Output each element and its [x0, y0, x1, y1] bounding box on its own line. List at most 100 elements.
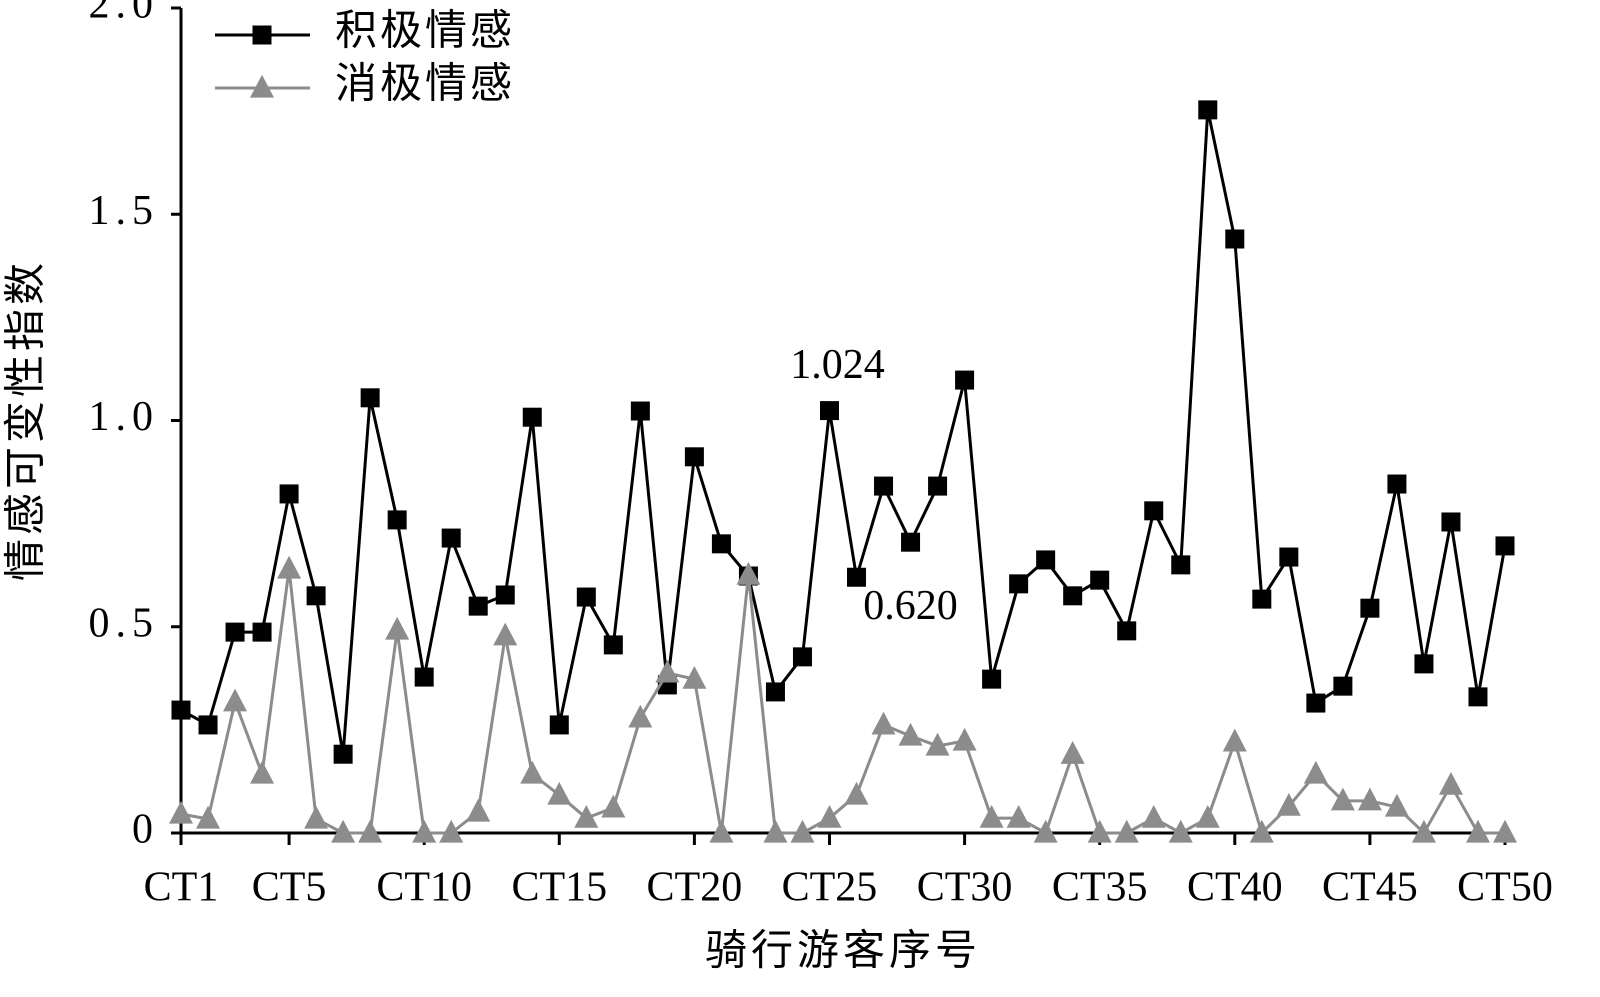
data-point: [684, 447, 704, 467]
data-point: [522, 407, 542, 427]
data-point: [736, 561, 761, 585]
data-point: [385, 616, 410, 640]
x-tick-label: CT25: [782, 865, 878, 911]
data-point: [711, 534, 731, 554]
x-tick-label: CT35: [1052, 865, 1148, 911]
data-point: [1306, 693, 1326, 713]
data-point: [1276, 792, 1301, 816]
y-tick-label: 2.0: [89, 0, 160, 28]
data-point: [1495, 536, 1515, 556]
data-point: [547, 781, 572, 805]
data-point: [331, 819, 356, 843]
data-point: [871, 711, 896, 735]
data-point: [466, 798, 491, 822]
data-point: [169, 800, 193, 824]
x-tick-label: CT1: [144, 865, 219, 911]
data-point: [1225, 229, 1245, 249]
data-point: [1195, 804, 1220, 828]
y-tick-label: 0: [132, 807, 159, 853]
data-point: [955, 370, 975, 390]
data-point: [1414, 654, 1434, 674]
data-point: [223, 688, 248, 712]
data-point: [1387, 474, 1407, 494]
data-point: [1171, 555, 1191, 575]
data-point: [333, 744, 353, 764]
data-point: [817, 804, 842, 828]
data-point: [574, 804, 599, 828]
data-point: [358, 819, 383, 843]
data-point: [874, 476, 894, 496]
data-point: [1468, 687, 1488, 707]
data-point: [628, 704, 653, 728]
data-point: [925, 732, 950, 756]
data-point: [1141, 804, 1166, 828]
data-point: [709, 819, 734, 843]
data-point: [1033, 819, 1058, 843]
legend-label: 消极情感: [335, 62, 515, 108]
data-point: [1009, 574, 1029, 594]
data-point: [1493, 819, 1517, 843]
x-axis-title: 骑行游客序号: [705, 928, 981, 975]
data-point: [763, 819, 788, 843]
data-point: [1252, 589, 1272, 609]
data-point: [1222, 728, 1247, 752]
x-tick-label: CT45: [1322, 865, 1418, 911]
x-tick-label: CT50: [1457, 865, 1553, 911]
data-point: [468, 596, 488, 616]
y-tick-label: 1.5: [89, 188, 160, 234]
data-point: [1060, 741, 1085, 764]
legend-label: 积极情感: [335, 9, 515, 55]
series-line: [180, 109, 1507, 755]
data-point: [520, 760, 545, 784]
data-point: [1465, 819, 1490, 843]
legend-marker: [252, 25, 272, 45]
data-point: [198, 715, 218, 735]
data-point: [1441, 512, 1461, 532]
data-point: [928, 476, 948, 496]
data-point: [1384, 793, 1409, 817]
y-tick-label: 0.5: [89, 600, 160, 646]
x-tick-label: CT30: [917, 865, 1013, 911]
data-point: [1249, 819, 1274, 843]
x-tick-label: CT10: [376, 865, 472, 911]
data-point: [1063, 586, 1083, 606]
data-point: [304, 805, 329, 829]
data-point: [901, 532, 921, 552]
data-point: [1090, 570, 1110, 590]
x-tick-label: CT15: [511, 865, 607, 911]
data-point: [225, 622, 245, 642]
data-point: [765, 682, 785, 702]
data-point: [792, 647, 812, 667]
data-point: [1198, 100, 1218, 120]
data-point: [847, 567, 867, 587]
data-point: [1144, 501, 1164, 521]
data-point: [414, 667, 434, 687]
data-point: [790, 819, 815, 843]
data-point: [655, 659, 680, 683]
data-point: [387, 510, 407, 530]
data-point: [601, 794, 626, 818]
data-point: [576, 587, 596, 607]
data-point: [493, 622, 518, 646]
data-point: [1333, 676, 1353, 696]
data-point: [1438, 771, 1463, 795]
data-point: [1411, 819, 1436, 843]
annotation: 1.024: [790, 342, 885, 388]
data-point: [252, 622, 272, 642]
data-point: [1360, 598, 1380, 618]
data-point: [630, 401, 650, 421]
data-point: [952, 727, 977, 751]
data-point: [603, 635, 623, 655]
data-point: [412, 819, 437, 843]
data-point: [844, 781, 869, 805]
data-point: [1303, 760, 1328, 784]
data-point: [439, 819, 464, 843]
data-point: [1114, 819, 1139, 843]
annotation: 0.620: [863, 583, 958, 629]
data-point: [279, 484, 299, 504]
data-point: [306, 586, 326, 606]
data-point: [1036, 550, 1056, 570]
data-point: [1168, 819, 1193, 843]
data-point: [171, 700, 191, 720]
